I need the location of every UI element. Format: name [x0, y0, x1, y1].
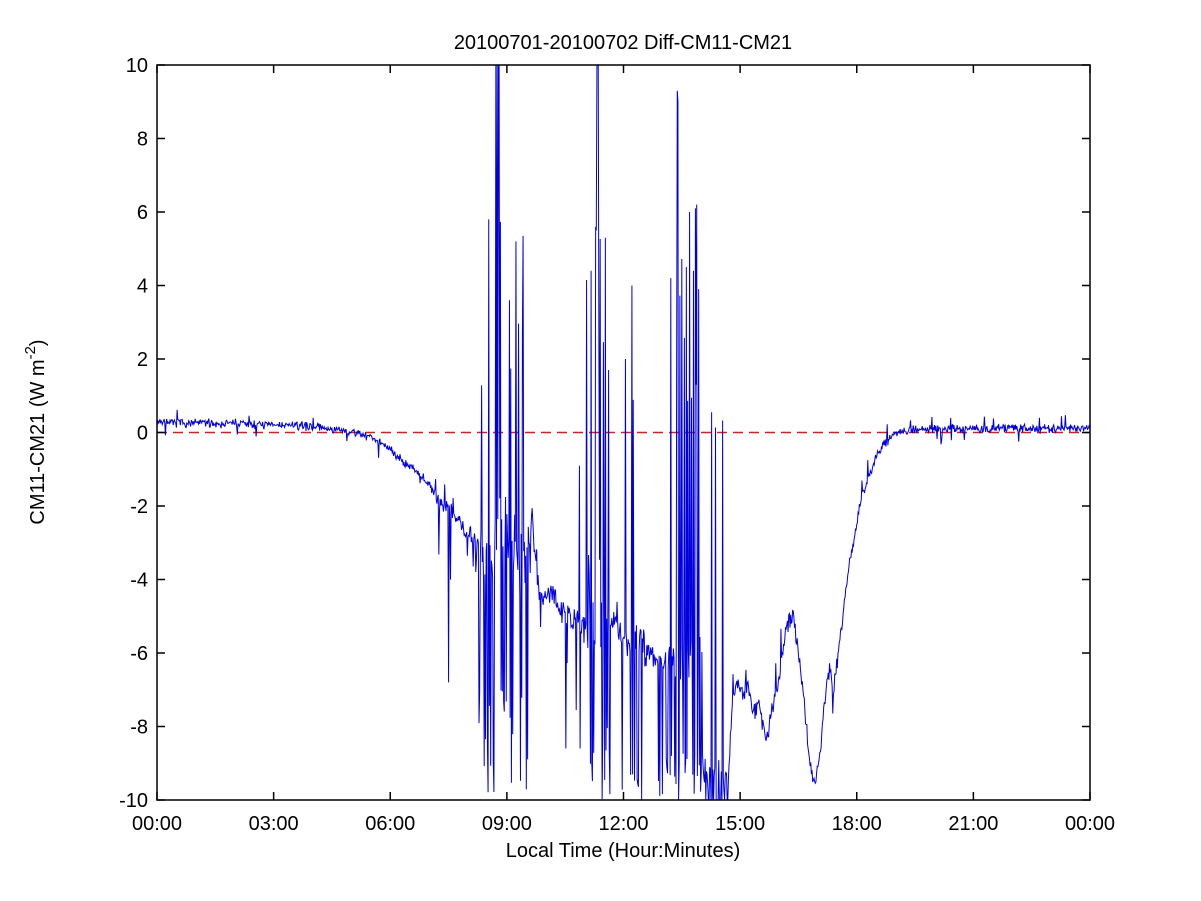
y-tick-label: -10	[119, 790, 148, 812]
x-tick-label: 00:00	[132, 813, 182, 835]
x-tick-label: 21:00	[948, 813, 998, 835]
y-tick-label: -2	[130, 496, 148, 518]
x-tick-label: 03:00	[249, 813, 299, 835]
y-tick-label: 0	[137, 423, 148, 445]
axis-ticks	[156, 64, 1091, 801]
axis-tick-labels: 00:00 03:00 06:00 09:00 12:00 15:00 18:00 21:00…	[119, 55, 1115, 835]
y-axis-label: CM11-CM21 (W m-2)	[22, 339, 49, 524]
diff-series-line	[157, 65, 1090, 800]
y-axis-label-superscript: -2	[22, 346, 39, 359]
y-tick-label: 2	[137, 349, 148, 371]
y-tick-label: 6	[137, 202, 148, 224]
x-axis-label: Local Time (Hour:Minutes)	[506, 840, 741, 862]
y-axis-label-close: )	[27, 339, 49, 346]
chart-title: 20100701-20100702 Diff-CM11-CM21	[454, 32, 792, 54]
x-tick-label: 00:00	[1065, 813, 1115, 835]
y-axis-label-main: CM11-CM21 (W m	[27, 359, 49, 524]
x-tick-label: 18:00	[832, 813, 882, 835]
x-tick-label: 09:00	[482, 813, 532, 835]
x-tick-label: 15:00	[715, 813, 765, 835]
y-tick-label: 10	[126, 55, 148, 77]
y-tick-label: 4	[137, 276, 148, 298]
x-tick-label: 06:00	[365, 813, 415, 835]
y-tick-label: -4	[130, 570, 148, 592]
x-tick-label: 12:00	[598, 813, 648, 835]
y-tick-label: -6	[130, 643, 148, 665]
y-tick-label: -8	[130, 717, 148, 739]
y-tick-label: 8	[137, 129, 148, 151]
